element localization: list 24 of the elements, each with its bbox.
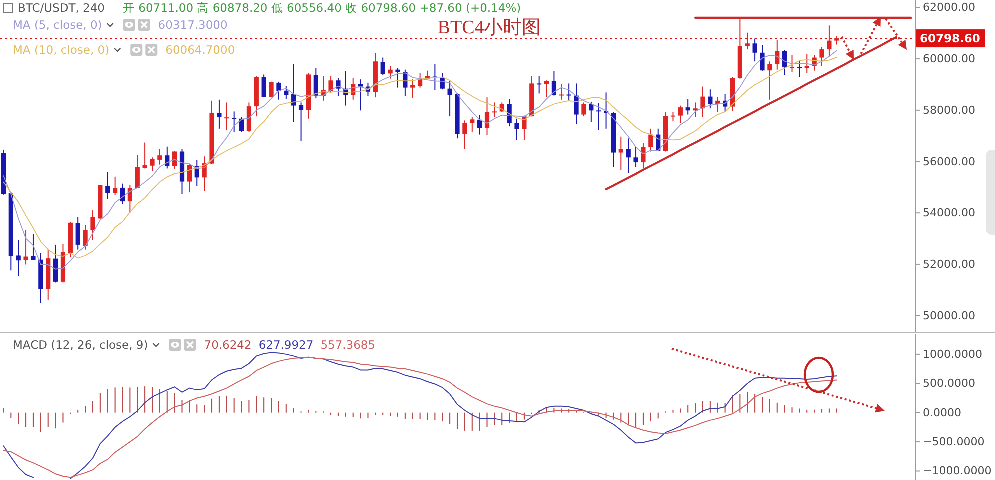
y-tick-label: 52000.00 [923, 258, 976, 271]
annotation: 627.9927 [258, 338, 314, 352]
y-tick-label: −500.0000 [923, 436, 985, 449]
text: BTC4小时图 [438, 18, 542, 38]
y-tick-label: −1000.0000 [923, 464, 992, 478]
text: MA (10, close, 0) [13, 43, 110, 57]
annotation: 70.6242 [204, 338, 252, 352]
annotation: 557.3685 [320, 338, 376, 352]
y-tick-label: 1000.0000 [923, 348, 982, 361]
text: MA (5, close, 0) [13, 18, 102, 32]
y-tick-label: 54000.00 [923, 206, 976, 220]
y-tick-label: 50000.00 [923, 309, 976, 322]
ref-line-label: 60798.60 [920, 32, 980, 46]
annotation: 60064.7000 [166, 43, 236, 57]
y-tick-label: 58000.00 [923, 104, 976, 117]
chart-title: MACD (12, 26, close, 9) [13, 338, 148, 352]
annotation: 开 60711.00 高 60878.20 低 60556.40 收 60798.60 +87.60 (+0.14%) [123, 1, 522, 15]
annotation: 60317.3000 [158, 18, 228, 32]
y-tick-label: 500.0000 [923, 377, 976, 390]
y-tick-label: 0.0000 [923, 406, 962, 420]
y-tick-label: 60000.00 [923, 52, 976, 66]
chart-subtitle: BTC/USDT, 240 [18, 1, 106, 15]
y-tick-label: 56000.00 [923, 155, 976, 168]
y-tick-label: 62000.00 [923, 1, 976, 14]
